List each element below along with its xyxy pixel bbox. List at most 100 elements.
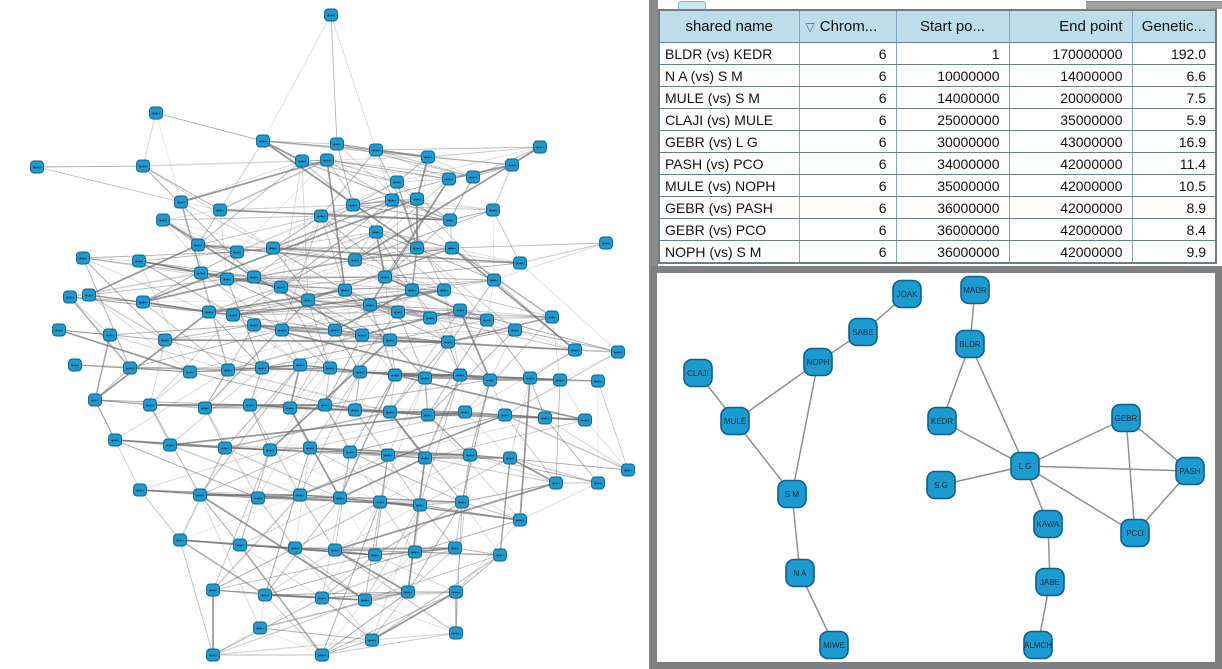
cell-shared-name[interactable]: GEBR (vs) L G	[658, 130, 800, 153]
network-node[interactable]	[251, 491, 265, 505]
cell-value[interactable]: 6.6	[1131, 64, 1217, 87]
network-node[interactable]	[82, 288, 96, 302]
network-node[interactable]	[538, 411, 552, 425]
network-node[interactable]	[421, 408, 435, 422]
network-node[interactable]	[486, 203, 500, 217]
network-node[interactable]	[365, 633, 379, 647]
cell-value[interactable]: 6	[798, 218, 897, 241]
network-node[interactable]	[52, 323, 66, 337]
network-node[interactable]	[369, 225, 383, 239]
network-node[interactable]	[247, 270, 261, 284]
network-node[interactable]	[599, 236, 613, 250]
network-node[interactable]	[143, 398, 157, 412]
network-node[interactable]	[369, 143, 383, 157]
network-node[interactable]	[549, 476, 563, 490]
small-network-view[interactable]: JOAK MADR SABE NOPH CLAJI BLDR MULE KEDR GEBR L G…	[650, 266, 1222, 669]
network-node[interactable]	[449, 626, 463, 640]
network-node[interactable]	[503, 451, 517, 465]
network-node[interactable]	[255, 361, 269, 375]
network-node[interactable]	[318, 398, 332, 412]
large-network-view[interactable]	[0, 0, 650, 669]
network-node[interactable]	[513, 256, 527, 270]
table-row[interactable]: MULE (vs) NOPH 6 35000000 42000000 10.5	[658, 174, 1217, 197]
network-node[interactable]	[418, 451, 432, 465]
network-node-madr[interactable]: MADR	[960, 275, 990, 305]
network-node[interactable]	[348, 403, 362, 417]
node-shape[interactable]	[927, 406, 957, 436]
network-node[interactable]	[348, 253, 362, 267]
network-node[interactable]	[523, 371, 537, 385]
node-shape[interactable]	[803, 347, 833, 377]
node-shape[interactable]	[892, 279, 922, 309]
cell-value[interactable]: 36000000	[895, 218, 1010, 241]
table-row[interactable]: BLDR (vs) KEDR 6 1 170000000 192.0	[658, 42, 1217, 65]
network-node[interactable]	[508, 323, 522, 337]
cell-value[interactable]: 25000000	[895, 108, 1010, 131]
network-node[interactable]	[453, 303, 467, 317]
node-shape[interactable]	[777, 479, 807, 509]
network-node[interactable]	[198, 401, 212, 415]
network-node[interactable]	[611, 345, 625, 359]
cell-shared-name[interactable]: PASH (vs) PCO	[658, 152, 800, 175]
network-node-sabe[interactable]: SABE	[848, 317, 878, 347]
network-node[interactable]	[315, 591, 329, 605]
network-node[interactable]	[220, 272, 234, 286]
node-shape[interactable]	[1010, 451, 1040, 481]
network-node-lg[interactable]: L G	[1010, 451, 1040, 481]
network-node[interactable]	[338, 283, 352, 297]
column-header-end-point[interactable]: End point	[1008, 9, 1133, 43]
network-node[interactable]	[421, 150, 435, 164]
network-node[interactable]	[328, 543, 342, 557]
network-node[interactable]	[448, 541, 462, 555]
cell-value[interactable]: 42000000	[1008, 152, 1133, 175]
network-node[interactable]	[149, 106, 163, 120]
network-node[interactable]	[383, 333, 397, 347]
network-node[interactable]	[320, 153, 334, 167]
network-node[interactable]	[383, 405, 397, 419]
cell-shared-name[interactable]: GEBR (vs) PASH	[658, 196, 800, 219]
cell-value[interactable]: 9.9	[1131, 240, 1217, 264]
cell-value[interactable]: 42000000	[1008, 174, 1133, 197]
network-node[interactable]	[443, 213, 457, 227]
network-node[interactable]	[591, 374, 605, 388]
network-node[interactable]	[410, 241, 424, 255]
network-node[interactable]	[323, 361, 337, 375]
cell-value[interactable]: 170000000	[1008, 42, 1133, 65]
network-node[interactable]	[88, 393, 102, 407]
cell-value[interactable]: 42000000	[1008, 218, 1133, 241]
cell-value[interactable]: 6	[798, 240, 897, 264]
network-node[interactable]	[453, 368, 467, 382]
node-shape[interactable]	[926, 470, 956, 500]
network-node[interactable]	[445, 241, 459, 255]
cell-value[interactable]: 35000000	[1008, 108, 1133, 131]
network-node-pash[interactable]: PASH	[1175, 456, 1205, 486]
network-node[interactable]	[193, 488, 207, 502]
network-node[interactable]	[295, 154, 309, 168]
network-node[interactable]	[378, 270, 392, 284]
network-node[interactable]	[333, 491, 347, 505]
table-row[interactable]: PASH (vs) PCO 6 34000000 42000000 11.4	[658, 152, 1217, 175]
network-node[interactable]	[226, 308, 240, 322]
network-node-mule[interactable]: MULE	[720, 406, 750, 436]
cell-value[interactable]: 6	[798, 108, 897, 131]
node-shape[interactable]	[1120, 518, 1150, 548]
cell-value[interactable]: 34000000	[895, 152, 1010, 175]
network-node[interactable]	[385, 193, 399, 207]
network-node[interactable]	[480, 313, 494, 327]
table-row[interactable]: GEBR (vs) PASH 6 36000000 42000000 8.9	[658, 196, 1217, 219]
cell-value[interactable]: 1	[895, 42, 1010, 65]
network-node-miwe[interactable]: MIWE	[819, 630, 849, 660]
cell-value[interactable]: 192.0	[1131, 42, 1217, 65]
column-header-start-po---[interactable]: Start po...	[895, 9, 1010, 43]
network-node[interactable]	[363, 298, 377, 312]
cell-value[interactable]: 10.5	[1131, 174, 1217, 197]
network-node[interactable]	[324, 8, 338, 22]
cell-value[interactable]: 8.9	[1131, 196, 1217, 219]
table-row[interactable]: GEBR (vs) PCO 6 36000000 42000000 8.4	[658, 218, 1217, 241]
cell-value[interactable]: 6	[798, 130, 897, 153]
network-node[interactable]	[413, 498, 427, 512]
network-node[interactable]	[136, 295, 150, 309]
network-node[interactable]	[533, 140, 547, 154]
network-node[interactable]	[373, 495, 387, 509]
network-node-kawa[interactable]: KAWA	[1033, 509, 1063, 539]
